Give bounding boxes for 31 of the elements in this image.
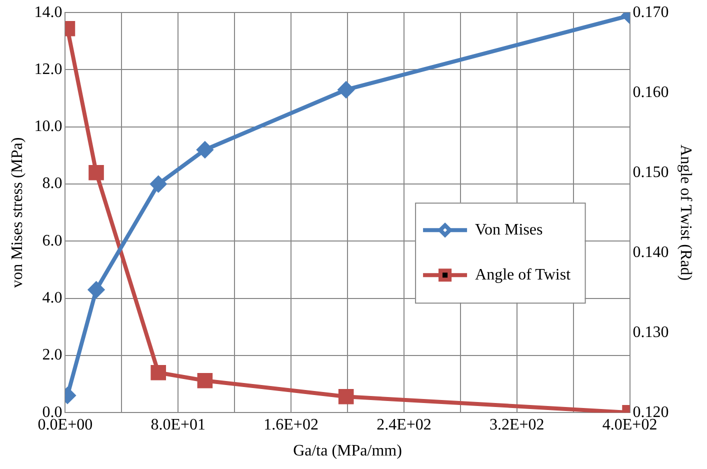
y-tick-label: 14.0 [34, 4, 62, 21]
x-tick-label: 8.0E+01 [150, 416, 206, 434]
y-tick-label: 8.0 [42, 175, 62, 192]
point [150, 364, 166, 380]
x-tick-label: 2.4E+02 [376, 416, 432, 434]
x-tick-label: 1.6E+02 [264, 416, 318, 434]
y2-tick-label: 0.130 [632, 324, 669, 341]
x-tick-label: 3.2E+02 [489, 416, 544, 434]
legend-label: Angle of Twist [475, 266, 572, 284]
point [197, 372, 213, 388]
y2-tick-label: 0.150 [632, 164, 669, 181]
y-tick-label: 4.0 [42, 290, 62, 307]
point [88, 164, 104, 180]
point [338, 388, 354, 404]
legend-label: Von Mises [475, 221, 543, 238]
y2-tick-label: 0.140 [632, 244, 669, 261]
y-tick-label: 10.0 [34, 118, 62, 136]
point [196, 142, 213, 158]
x-axis-title: Ga/ta (MPa/mm) [293, 442, 402, 460]
point [338, 82, 354, 98]
y2-tick-label: 0.170 [632, 4, 669, 21]
point [88, 282, 104, 298]
point [150, 176, 166, 192]
y-tick-label: 2.0 [42, 346, 62, 364]
y2-tick-label: 0.160 [632, 84, 669, 101]
y-tick-label: 12.0 [34, 60, 62, 78]
y2-axis-title: Angle of Twist (Rad) [677, 144, 694, 281]
y-tick-label: 6.0 [42, 232, 62, 250]
y-axis-title: von Mises stress (MPa) [8, 137, 26, 288]
x-tick-label: 0.0E+00 [38, 416, 93, 434]
x-tick-label: 4.0E+02 [602, 416, 658, 434]
